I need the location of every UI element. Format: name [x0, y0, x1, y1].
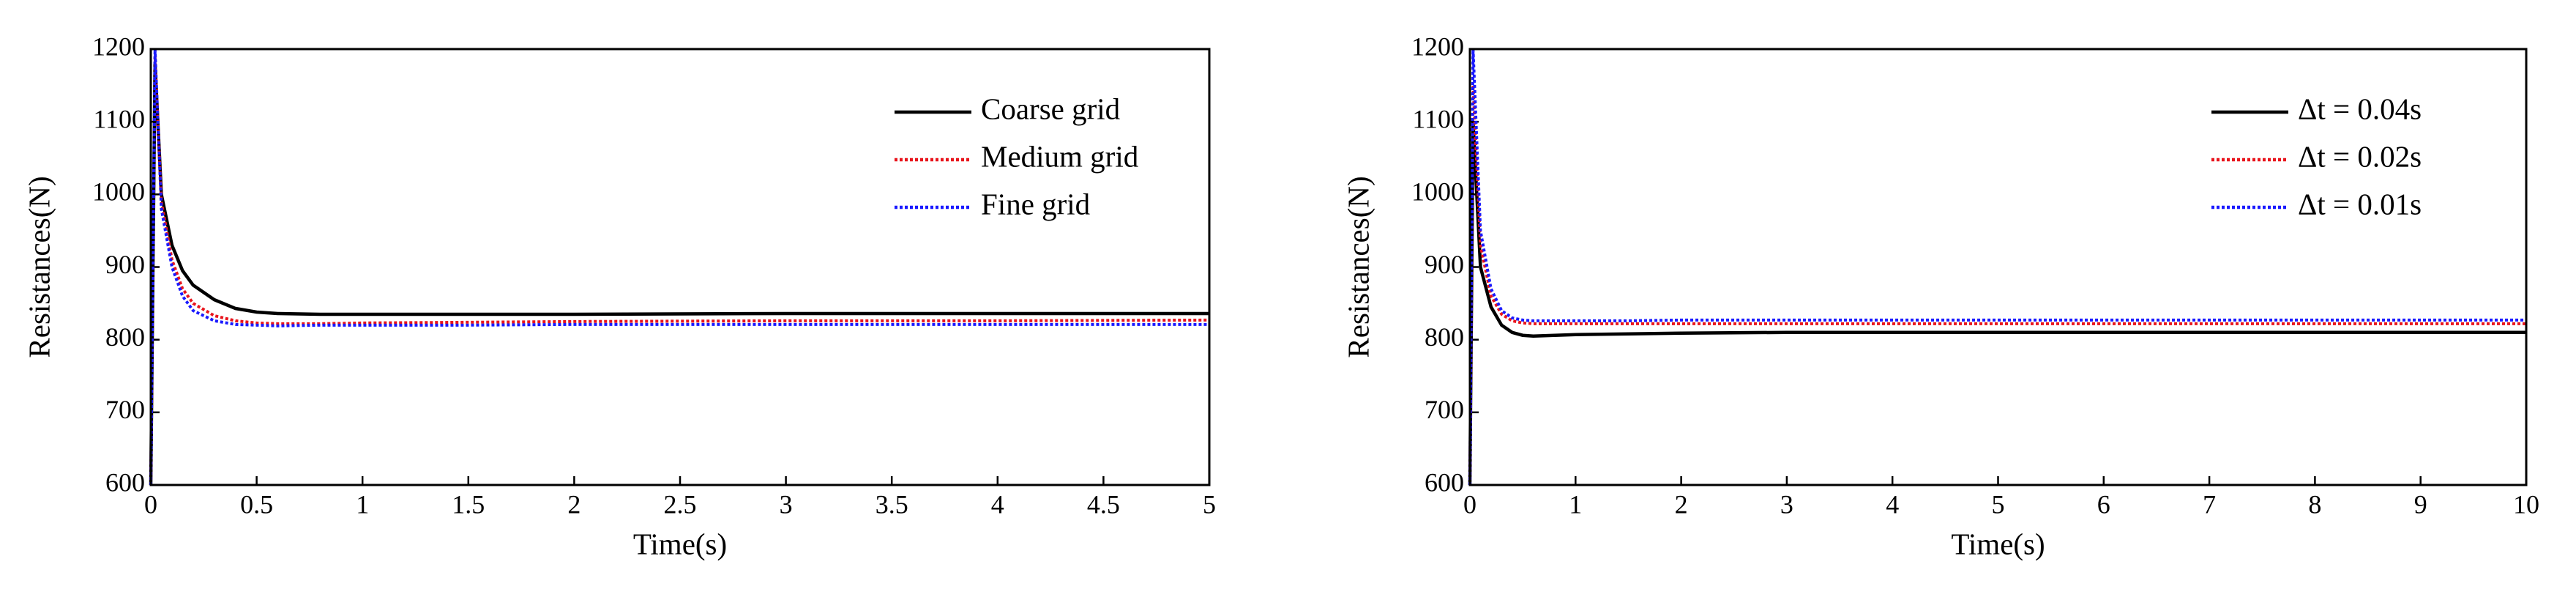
y-tick-label: 700: [105, 395, 145, 424]
x-axis-label: Time(s): [633, 527, 727, 560]
legend-label: Δt = 0.02s: [2298, 139, 2422, 173]
x-tick-label: 2: [1675, 489, 1688, 519]
x-tick-label: 3: [780, 489, 793, 519]
legend-label: Coarse grid: [981, 92, 1120, 125]
x-tick-label: 10: [2513, 489, 2539, 519]
legend-label: Fine grid: [981, 187, 1090, 221]
y-axis-label: Resistances(N): [22, 176, 56, 358]
series-line: [149, 56, 1210, 486]
y-tick-label: 800: [1425, 322, 1464, 352]
plot-frame: [1468, 48, 2528, 486]
x-tick-label: 4.5: [1087, 489, 1120, 519]
y-tick-label: 600: [1425, 467, 1464, 497]
x-tick-label: 2: [567, 489, 580, 519]
x-tick-label: 0.5: [240, 489, 273, 519]
legend-label: Δt = 0.01s: [2298, 187, 2422, 221]
y-tick-label: 800: [105, 322, 145, 352]
y-tick-label: 1200: [92, 32, 145, 61]
x-tick-label: 6: [2097, 489, 2110, 519]
x-tick-label: 7: [2203, 489, 2216, 519]
y-tick-label: 700: [1425, 395, 1464, 424]
y-tick-label: 1000: [92, 177, 145, 207]
x-tick-label: 2.5: [664, 489, 697, 519]
series-line: [1468, 85, 2526, 486]
legend-label: Medium grid: [981, 139, 1138, 173]
y-tick-label: 600: [105, 467, 145, 497]
series-line: [149, 63, 1209, 486]
x-axis-label: Time(s): [1951, 527, 2045, 560]
x-tick-label: 8: [2308, 489, 2321, 519]
y-axis-label: Resistances(N): [1341, 176, 1375, 358]
legend-label: Δt = 0.04s: [2298, 92, 2422, 125]
y-tick-label: 1000: [1411, 177, 1464, 207]
x-tick-label: 5: [1992, 489, 2005, 519]
chart-panel: 0 1 2 3 4 5 6 7 8 9 10 600 700 800 900 1000 1100 1200 Time…: [1341, 32, 2539, 560]
x-tick-label: 0: [144, 489, 157, 519]
x-tick-label: 1: [356, 489, 369, 519]
y-tick-label: 900: [105, 250, 145, 279]
x-tick-label: 4: [1886, 489, 1899, 519]
x-tick-label: 0: [1463, 489, 1476, 519]
series-line: [149, 48, 1209, 486]
x-tick-label: 4: [991, 489, 1004, 519]
series-line: [1468, 122, 2526, 486]
x-tick-label: 9: [2414, 489, 2427, 519]
y-tick-label: 1200: [1411, 32, 1464, 61]
y-tick-label: 900: [1425, 250, 1464, 279]
x-tick-label: 1: [1569, 489, 1582, 519]
x-tick-label: 3.5: [876, 489, 908, 519]
x-tick-label: 1.5: [452, 489, 485, 519]
x-tick-label: 3: [1780, 489, 1793, 519]
plot-frame: [149, 48, 1211, 486]
y-tick-label: 1100: [93, 104, 145, 133]
chart-panel: 0 0.5 1 1.5 2 2.5 3 3.5 4 4.5 5 600 700 800 900 1000 110…: [22, 32, 1216, 560]
y-tick-label: 1100: [1412, 104, 1464, 133]
x-tick-label: 5: [1203, 489, 1216, 519]
